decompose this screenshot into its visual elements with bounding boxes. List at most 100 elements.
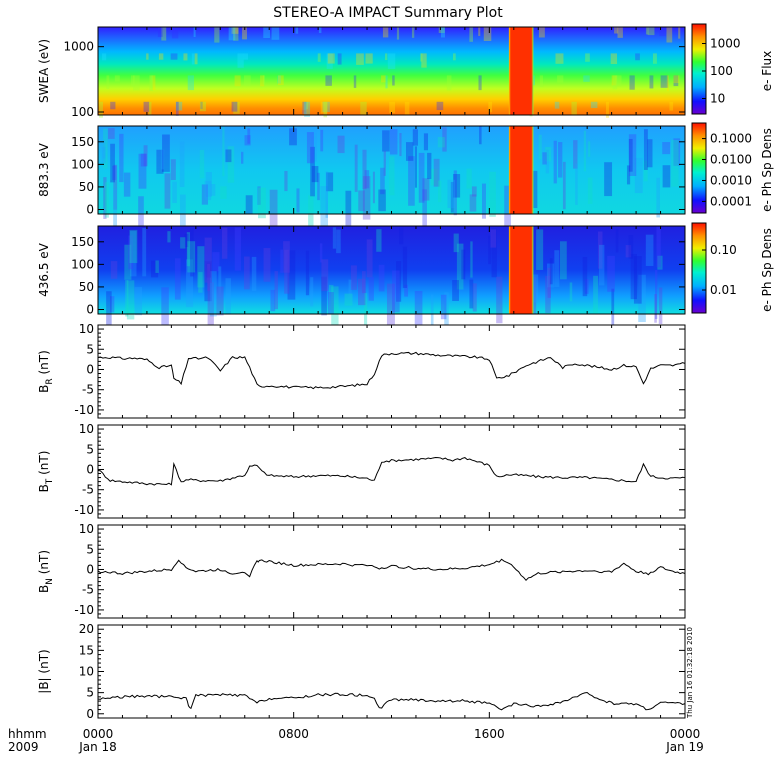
heatmap-cell xyxy=(244,135,251,146)
heatmap-cell xyxy=(430,168,438,186)
heatmap-cell xyxy=(617,27,623,38)
heatmap-cell xyxy=(588,141,591,157)
heatmap-cell xyxy=(625,245,632,258)
colorbar-label: e- Ph Sp Dens xyxy=(760,128,774,212)
y-tick-label: -5 xyxy=(82,483,94,497)
heatmap-cell xyxy=(306,132,314,164)
heatmap-cell xyxy=(337,53,342,65)
heatmap-cell xyxy=(504,185,511,234)
heatmap-cell xyxy=(472,283,477,312)
heatmap-cell xyxy=(489,171,496,217)
heatmap-cell xyxy=(612,75,618,90)
heatmap-cell xyxy=(106,75,110,89)
heatmap-cell xyxy=(327,53,335,64)
heatmap-cell xyxy=(329,284,334,310)
heatmap-cell xyxy=(452,280,459,302)
heatmap-cell xyxy=(205,172,212,197)
y-axis-label: BT (nT) xyxy=(37,451,55,493)
heatmap-cell xyxy=(331,286,339,327)
heatmap-cell xyxy=(130,231,137,277)
heatmap-cell xyxy=(337,135,345,154)
heatmap-cell xyxy=(437,137,445,148)
y-tick-label: -5 xyxy=(82,383,94,397)
y-tick-label: 1000 xyxy=(63,40,94,54)
heatmap-cell xyxy=(380,167,385,195)
heatmap-cell xyxy=(436,101,444,111)
series-line-bn xyxy=(97,558,686,582)
y-axis-label: BR (nT) xyxy=(37,350,55,393)
y-tick-label: 5 xyxy=(86,542,94,556)
heatmap-cell xyxy=(657,255,663,270)
heatmap-background xyxy=(98,226,685,314)
heatmap-cell xyxy=(438,180,442,203)
heatmap-cell xyxy=(362,149,367,190)
time-axis-unit-label: hhmm xyxy=(8,727,47,741)
heatmap-cell xyxy=(638,274,646,323)
heatmap-cell xyxy=(283,241,290,273)
colorbar xyxy=(691,222,707,314)
heatmap-cell xyxy=(447,179,456,209)
heatmap-cell xyxy=(257,186,261,205)
y-tick-label: 0 xyxy=(86,707,94,721)
heatmap-cell xyxy=(305,250,310,296)
heatmap-cell xyxy=(170,53,178,60)
heatmap-cell xyxy=(134,287,143,316)
heatmap-cell xyxy=(656,226,661,268)
heatmap-cell xyxy=(143,145,148,167)
heatmap-cell xyxy=(453,170,457,216)
heatmap-cell xyxy=(488,101,493,113)
heatmap-cell xyxy=(385,75,388,89)
heatmap-cell xyxy=(483,27,492,41)
heatmap-cell xyxy=(175,101,183,111)
heatmap-cell xyxy=(227,146,235,183)
heatmap-cell xyxy=(427,152,432,180)
heatmap-cell xyxy=(311,166,319,183)
heatmap-cell xyxy=(647,27,655,36)
heatmap-cell xyxy=(442,127,447,152)
heatmap-cell xyxy=(161,287,169,328)
heatmap-cell xyxy=(119,133,124,183)
heatmap-cell xyxy=(362,176,371,220)
x-tick-label-time: 0800 xyxy=(278,727,309,741)
heatmap-cell xyxy=(392,270,400,313)
heatmap-cell xyxy=(113,188,117,229)
heatmap-cell xyxy=(446,75,452,91)
heatmap-cell xyxy=(353,75,357,88)
heatmap-cell xyxy=(610,53,618,65)
heatmap-cell xyxy=(140,153,147,167)
heatmap-cell xyxy=(277,75,284,86)
y-tick-label: 100 xyxy=(71,257,94,271)
heatmap-cell xyxy=(673,75,680,84)
heatmap-cell xyxy=(184,233,189,247)
x-tick-label-time: 1600 xyxy=(474,727,505,741)
heatmap-cell xyxy=(423,133,429,151)
heatmap-cell xyxy=(378,264,385,292)
heatmap-cell xyxy=(611,288,615,338)
heatmap-cell xyxy=(180,237,186,249)
y-tick-label: 10 xyxy=(79,422,94,436)
heatmap-cell xyxy=(311,128,318,162)
heatmap-cell xyxy=(277,75,281,84)
heatmap-cell xyxy=(326,53,333,69)
heatmap-cell xyxy=(402,246,408,288)
heatmap-cell xyxy=(418,152,425,203)
heatmap-cell xyxy=(327,292,334,315)
heatmap-cell xyxy=(322,101,330,112)
heatmap-cell xyxy=(546,263,555,288)
heatmap-cell xyxy=(470,241,473,278)
series-line-br xyxy=(97,351,686,390)
heatmap-cell xyxy=(125,280,129,317)
heatmap-cell xyxy=(626,165,631,185)
heatmap-cell xyxy=(308,195,314,229)
heatmap-cell xyxy=(143,101,150,112)
heatmap-cell xyxy=(421,53,427,68)
heatmap-cell xyxy=(187,241,196,273)
heatmap-cell xyxy=(389,156,395,196)
heatmap-cell xyxy=(628,138,633,172)
heatmap-cell xyxy=(532,274,539,303)
heatmap-cell xyxy=(469,27,473,42)
heatmap-cell xyxy=(302,101,307,114)
heatmap-cell xyxy=(207,282,214,329)
heatmap-cell xyxy=(643,160,648,182)
